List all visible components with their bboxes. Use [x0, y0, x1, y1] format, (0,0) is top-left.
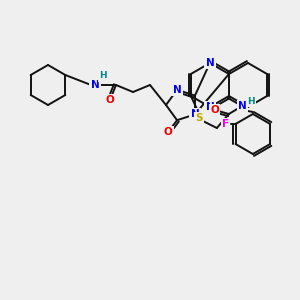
Text: N: N: [173, 85, 182, 95]
Text: O: O: [164, 127, 172, 137]
Text: N: N: [238, 101, 247, 111]
Text: N: N: [91, 80, 99, 90]
Text: N: N: [206, 58, 214, 68]
Text: O: O: [211, 105, 219, 115]
Text: F: F: [222, 119, 229, 129]
Text: S: S: [195, 113, 202, 123]
Text: H: H: [99, 71, 107, 80]
Text: H: H: [247, 97, 255, 106]
Text: O: O: [106, 95, 114, 105]
Text: N: N: [190, 110, 199, 119]
Text: N: N: [206, 102, 214, 112]
